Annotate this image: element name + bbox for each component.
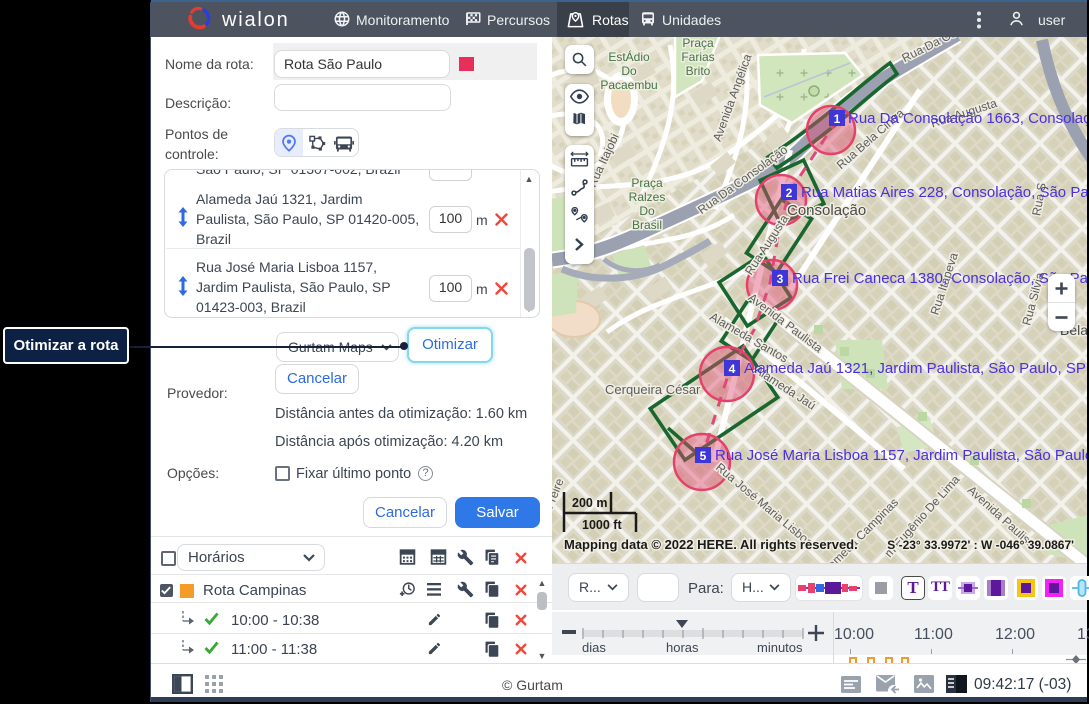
- svg-text:EstÁdio: EstÁdio: [608, 49, 650, 64]
- svg-text:Praça: Praça: [682, 37, 714, 50]
- svg-text:Rua Da Consolação 1663, Consol: Rua Da Consolação 1663, Consolação, Sã: [848, 110, 1087, 127]
- svg-text:Praça: Praça: [631, 176, 663, 190]
- svg-text:Mapping data © 2022 HERE. All: Mapping data © 2022 HERE. All rights res…: [564, 537, 858, 552]
- svg-text:Do: Do: [639, 204, 655, 218]
- svg-text:Farias: Farias: [681, 50, 714, 64]
- svg-text:Rua Frei Caneca 1380, Consolaç: Rua Frei Caneca 1380, Consolação, São Pa…: [792, 270, 1087, 287]
- svg-text:Cerqueira César: Cerqueira César: [605, 382, 701, 397]
- svg-text:Do: Do: [621, 64, 637, 78]
- svg-text:4: 4: [729, 362, 736, 376]
- svg-text:5: 5: [700, 449, 707, 463]
- svg-text:Brasil: Brasil: [632, 218, 662, 232]
- svg-text:Pacaembu: Pacaembu: [600, 78, 657, 92]
- svg-text:Alameda Jaú 1321, Jardim Pauli: Alameda Jaú 1321, Jardim Paulista, São P…: [744, 360, 1087, 377]
- svg-text:Ralzes: Ralzes: [629, 190, 666, 204]
- svg-text:3: 3: [777, 272, 784, 286]
- svg-text:Rua Matias Aires 228, Consolaç: Rua Matias Aires 228, Consolação, São Pa…: [801, 184, 1087, 201]
- svg-text:Consolação: Consolação: [787, 202, 866, 219]
- svg-text:Rua José Maria Lisboa 1157, Ja: Rua José Maria Lisboa 1157, Jardim Pauli…: [715, 447, 1087, 464]
- svg-text:1: 1: [834, 112, 841, 126]
- svg-text:2: 2: [786, 186, 793, 200]
- svg-text:1000 ft: 1000 ft: [582, 518, 622, 532]
- svg-text:200 m: 200 m: [572, 496, 607, 510]
- svg-text:Brito: Brito: [686, 64, 711, 78]
- svg-text:S -23° 33.9972' : W -046° 39.0: S -23° 33.9972' : W -046° 39.0867': [887, 538, 1074, 552]
